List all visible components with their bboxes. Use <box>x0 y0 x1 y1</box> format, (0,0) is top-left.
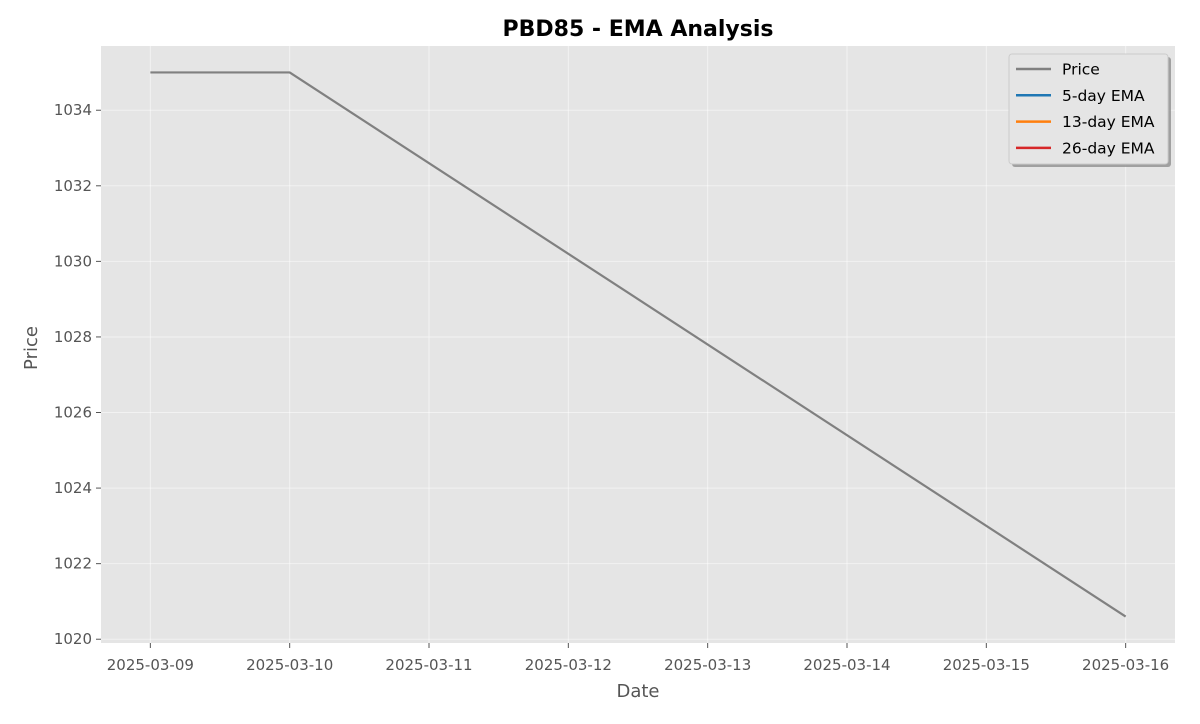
y-tick-label: 1034 <box>54 101 92 119</box>
y-tick-label: 1032 <box>54 177 92 195</box>
x-tick-label: 2025-03-11 <box>385 656 472 674</box>
y-tick-label: 1020 <box>54 630 92 648</box>
y-tick-label: 1026 <box>54 404 92 422</box>
x-tick-label: 2025-03-09 <box>107 656 194 674</box>
x-axis-label: Date <box>616 681 659 702</box>
x-tick-label: 2025-03-15 <box>943 656 1030 674</box>
x-tick-label: 2025-03-16 <box>1082 656 1169 674</box>
chart-title: PBD85 - EMA Analysis <box>503 17 774 42</box>
series-layer <box>150 71 1127 618</box>
x-tick-label: 2025-03-14 <box>803 656 890 674</box>
legend-label-5-day-ema: 5-day EMA <box>1062 87 1145 105</box>
x-axis-ticks: 2025-03-09 2025-03-10 2025-03-11 2025-03-12… <box>107 643 1169 674</box>
y-axis-ticks: 1020 1022 1024 1026 1028 1030 1032 1034 <box>54 101 101 648</box>
legend-label-26-day-ema: 26-day EMA <box>1062 139 1155 157</box>
x-tick-label: 2025-03-10 <box>246 656 333 674</box>
price-series-line <box>150 71 1127 618</box>
y-tick-label: 1028 <box>54 328 92 346</box>
y-tick-label: 1030 <box>54 252 92 270</box>
legend: Price 5-day EMA 13-day EMA 26-day EMA <box>1008 53 1171 167</box>
plot-area <box>101 46 1175 643</box>
legend-box <box>1008 53 1169 165</box>
x-tick-label: 2025-03-13 <box>664 656 751 674</box>
y-axis-label: Price <box>21 326 42 370</box>
x-tick-label: 2025-03-12 <box>525 656 612 674</box>
legend-label-price: Price <box>1062 61 1100 79</box>
y-tick-label: 1024 <box>54 479 92 497</box>
legend-label-13-day-ema: 13-day EMA <box>1062 113 1155 131</box>
y-tick-label: 1022 <box>54 555 92 573</box>
